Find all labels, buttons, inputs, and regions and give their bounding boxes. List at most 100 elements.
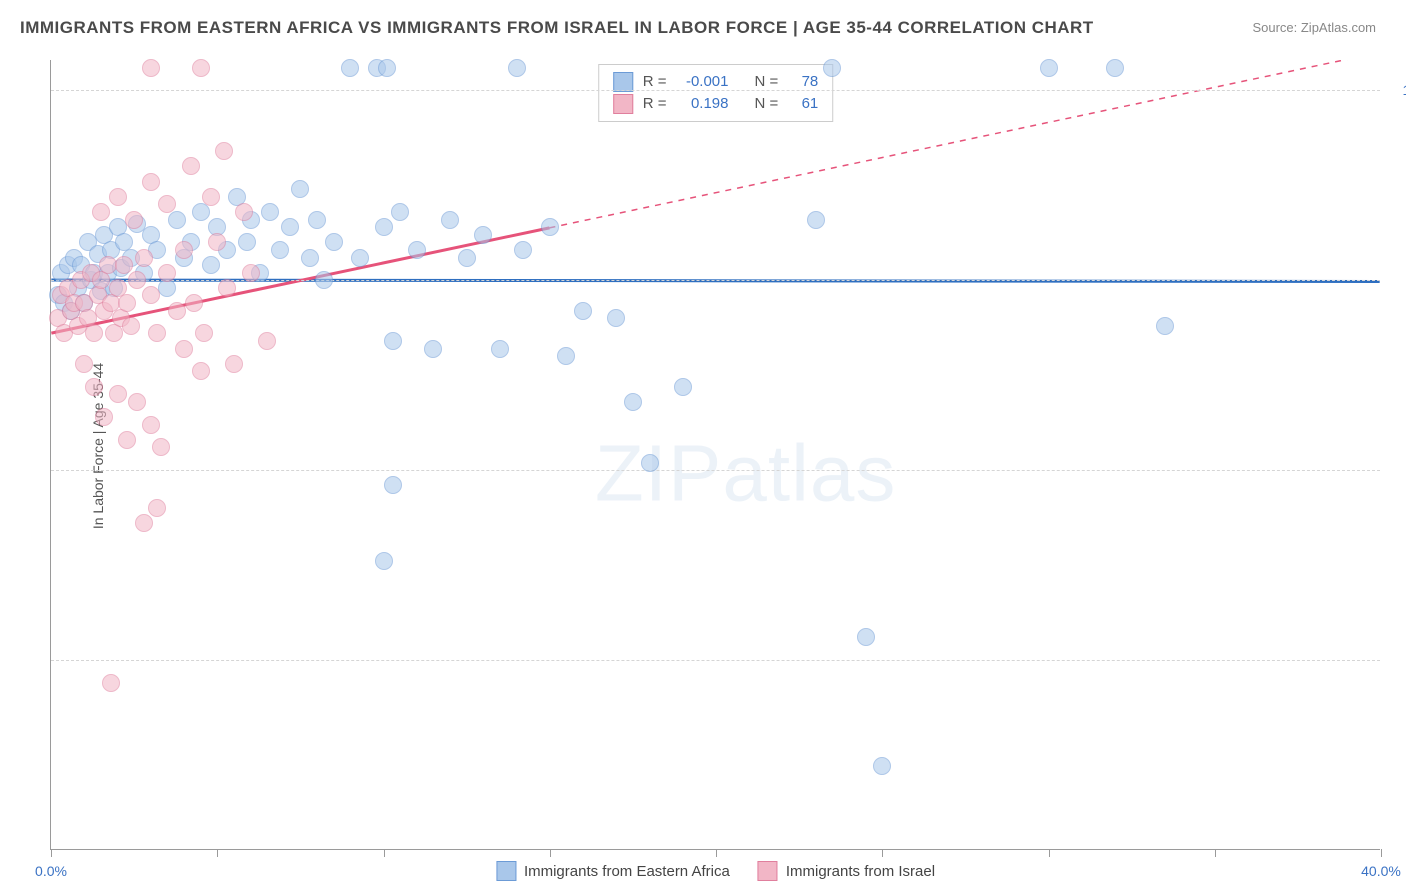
eastern_africa-point [271,241,289,259]
legend-item-eastern_africa: Immigrants from Eastern Africa [496,861,730,881]
eastern_africa-point [574,302,592,320]
israel-point [218,279,236,297]
trend-lines-layer [51,60,1380,849]
israel-point [142,286,160,304]
eastern_africa-point [807,211,825,229]
x-tick [1049,849,1050,857]
eastern_africa-point [607,309,625,327]
eastern_africa-point [474,226,492,244]
eastern_africa-point [315,271,333,289]
x-tick [1381,849,1382,857]
legend-label: Immigrants from Israel [786,863,935,880]
legend-item-israel: Immigrants from Israel [758,861,935,881]
eastern_africa-point [384,476,402,494]
eastern_africa-point [641,454,659,472]
israel-point [225,355,243,373]
eastern_africa-point [291,180,309,198]
israel-swatch [613,94,633,114]
eastern_africa-point [424,340,442,358]
r-label: R = [643,93,667,115]
y-tick-label: 100.0% [1390,82,1406,98]
israel-point [122,317,140,335]
eastern_africa-point [261,203,279,221]
x-tick [550,849,551,857]
israel-point [192,59,210,77]
israel-point [195,324,213,342]
legend-label: Immigrants from Eastern Africa [524,863,730,880]
eastern_africa-point [168,211,186,229]
eastern_africa-point [192,203,210,221]
eastern_africa-point [308,211,326,229]
eastern_africa-point [624,393,642,411]
r-value: 0.198 [677,93,729,115]
eastern_africa-point [408,241,426,259]
eastern_africa-legend-swatch [496,861,516,881]
israel-point [158,264,176,282]
eastern_africa-point [873,757,891,775]
eastern_africa-point [674,378,692,396]
eastern_africa-point [351,249,369,267]
israel-point [85,378,103,396]
israel-point [128,393,146,411]
israel-point [148,499,166,517]
israel-point [135,514,153,532]
israel-point [158,195,176,213]
israel-point [118,431,136,449]
israel-point [125,211,143,229]
israel-point [109,188,127,206]
israel-point [128,271,146,289]
eastern_africa-point [857,628,875,646]
israel-point [152,438,170,456]
eastern_africa-point [202,256,220,274]
israel-point [142,59,160,77]
x-tick [51,849,52,857]
israel-point [208,233,226,251]
israel-point [109,385,127,403]
israel-point [192,362,210,380]
israel-point [215,142,233,160]
israel-point [168,302,186,320]
eastern_africa-point [281,218,299,236]
israel-point [142,173,160,191]
eastern_africa-point [301,249,319,267]
watermark: ZIPatlas [595,427,896,519]
n-value: 61 [788,93,818,115]
eastern_africa-point [508,59,526,77]
x-tick-label: 40.0% [1361,863,1401,879]
israel-point [102,674,120,692]
y-tick-label: 87.5% [1390,272,1406,288]
gridline-horizontal [51,660,1380,661]
israel-point [242,264,260,282]
eastern_africa-point [557,347,575,365]
x-tick [882,849,883,857]
x-tick [384,849,385,857]
chart-title: IMMIGRANTS FROM EASTERN AFRICA VS IMMIGR… [20,18,1094,38]
israel-point [85,324,103,342]
n-label: N = [755,93,779,115]
israel-point [258,332,276,350]
eastern_africa-point [1106,59,1124,77]
israel-point [185,294,203,312]
eastern_africa-point [441,211,459,229]
eastern_africa-point [458,249,476,267]
y-tick-label: 75.0% [1390,462,1406,478]
eastern_africa-point [1156,317,1174,335]
stats-row-israel: R = 0.198 N = 61 [613,93,819,115]
israel-point [75,355,93,373]
eastern_africa-point [1040,59,1058,77]
series-legend: Immigrants from Eastern Africa Immigrants… [496,861,935,881]
israel-point [182,157,200,175]
gridline-horizontal [51,90,1380,91]
y-tick-label: 62.5% [1390,652,1406,668]
israel-point [235,203,253,221]
eastern_africa-point [375,552,393,570]
eastern_africa-point [375,218,393,236]
gridline-horizontal [51,470,1380,471]
eastern_africa-point [391,203,409,221]
israel-point [175,340,193,358]
israel-point [95,408,113,426]
eastern_africa-point [238,233,256,251]
x-tick [716,849,717,857]
correlation-stats-box: R =-0.001N =78R =0.198N =61 [598,64,834,122]
israel-point [135,249,153,267]
